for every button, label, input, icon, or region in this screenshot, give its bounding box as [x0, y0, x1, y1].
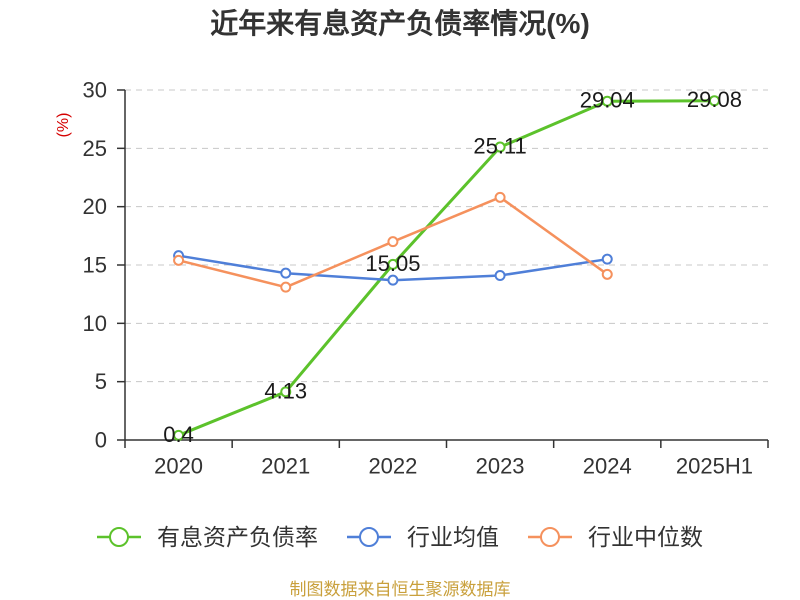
x-tick-label: 2021 [261, 454, 310, 479]
source-note: 制图数据来自恒生聚源数据库 [290, 580, 511, 599]
interest-bearing-debt-ratio-line [177, 99, 716, 437]
legend-label: 行业均值 [407, 524, 499, 550]
interest-bearing-debt-ratio-point [601, 95, 613, 107]
chart-title: 近年来有息资产负债率情况(%) [210, 7, 590, 39]
axis-ticks: 0 5 10 15 20 25 30 2020 2021 2022 2023 2024 2025H1 [83, 78, 769, 479]
data-labels: 0.4 4.13 15.05 25.11 29.04 29.08 [163, 87, 742, 447]
data-label: 4.13 [264, 378, 307, 403]
interest-bearing-debt-ratio-point [387, 258, 399, 270]
industry-median-point [280, 281, 292, 293]
data-label: 29.08 [687, 87, 742, 112]
industry-average-point [280, 267, 292, 279]
industry-median-point [173, 254, 185, 266]
data-label: 0.4 [163, 422, 194, 447]
legend-circle-marker [109, 527, 129, 547]
y-tick-label: 5 [95, 369, 107, 394]
x-tick-label: 2020 [154, 454, 203, 479]
industry-median-series [173, 191, 613, 293]
interest-bearing-debt-ratio-point [280, 386, 292, 398]
legend-item-interest-bearing-debt-ratio[interactable]: 有息资产负债率 [97, 524, 318, 550]
interest-bearing-debt-ratio-series [173, 95, 720, 441]
y-tick-label: 15 [83, 253, 107, 278]
interest-bearing-debt-ratio-point [173, 429, 185, 441]
industry-average-point [494, 270, 506, 281]
y-tick-label: 20 [83, 194, 107, 219]
y-tick-label: 0 [95, 428, 107, 453]
y-tick-label: 30 [83, 78, 107, 103]
legend: 有息资产负债率 行业均值 行业中位数 [97, 524, 703, 550]
legend-label: 行业中位数 [588, 524, 703, 550]
interest-bearing-debt-ratio-point [708, 95, 720, 107]
x-tick-label: 2022 [368, 454, 417, 479]
legend-item-industry-average[interactable]: 行业均值 [347, 524, 499, 550]
y-axis-label: (%) [55, 113, 72, 138]
data-label: 25.11 [473, 134, 526, 159]
x-tick-label: 2024 [583, 454, 632, 479]
legend-item-industry-median[interactable]: 行业中位数 [528, 524, 703, 550]
interest-bearing-debt-ratio-point [494, 141, 506, 153]
x-tick-label: 2023 [476, 454, 525, 479]
data-label: 15.05 [365, 251, 420, 276]
industry-median-point [601, 268, 613, 280]
legend-circle-marker [359, 527, 379, 547]
industry-average-point [387, 274, 399, 286]
y-tick-label: 10 [83, 311, 107, 336]
legend-circle-marker [540, 527, 560, 547]
series-lines [173, 95, 720, 441]
industry-average-series [173, 250, 613, 286]
industry-median-point [494, 191, 506, 203]
industry-median-point [387, 236, 399, 248]
industry-average-point [601, 253, 613, 265]
data-label: 29.04 [580, 88, 635, 113]
x-tick-label: 2025H1 [676, 454, 753, 479]
y-tick-label: 25 [83, 136, 107, 161]
legend-label: 有息资产负债率 [157, 524, 318, 550]
